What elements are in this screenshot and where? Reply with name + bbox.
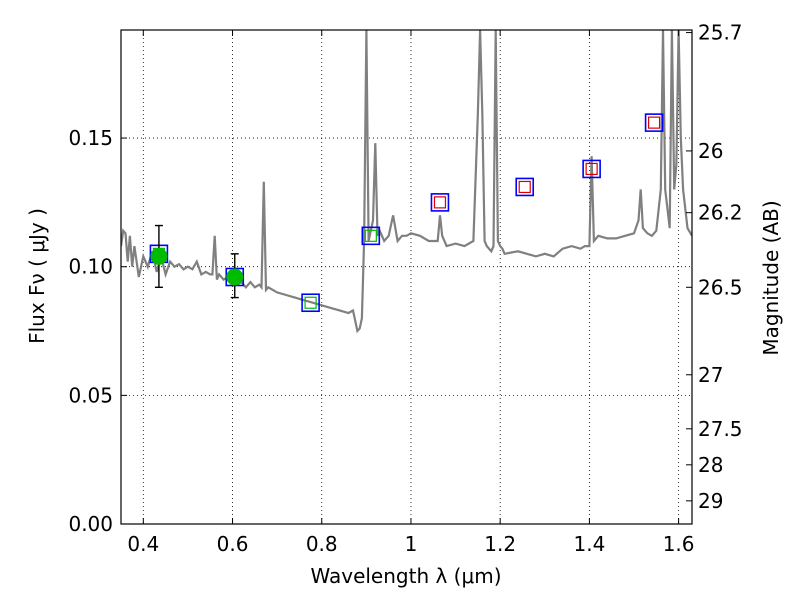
- y2-tick-label: 27.5: [698, 417, 743, 441]
- observed-point: [150, 247, 168, 265]
- model-point-outer: [430, 193, 450, 212]
- y2-axis: 25.7 26 26.2 26.5 27 27.5 28 29: [686, 21, 743, 513]
- y2-tick-label: 27: [698, 363, 723, 387]
- x-tick-label: 0.6: [217, 532, 249, 556]
- y-tick-label: 0.05: [68, 383, 113, 407]
- model-point-outer: [644, 113, 664, 132]
- x-tick-label: 1.2: [484, 532, 516, 556]
- x-tick-label: 1.4: [573, 532, 605, 556]
- y2-tick-label: 26.5: [698, 275, 743, 299]
- model-point-outer: [361, 226, 381, 246]
- y2-tick-label: 26: [698, 139, 723, 163]
- y-tick-label: 0.15: [68, 126, 113, 150]
- y2-tick-label: 26.2: [698, 201, 743, 225]
- y2-axis-title: Magnitude (AB): [759, 200, 783, 355]
- y-axis-title: Flux Fν ( μJy ): [25, 208, 49, 344]
- model-point-inner: [364, 229, 377, 242]
- x-axis-title: Wavelength λ (μm): [310, 564, 501, 588]
- model-point-outer: [515, 177, 535, 197]
- spectrum-line: [121, 30, 692, 334]
- observed-point: [226, 268, 244, 286]
- plot-frame: [120, 29, 693, 525]
- x-axis: 0.4 0.6 0.8 1 1.2 1.4 1.6: [127, 30, 695, 556]
- x-tick-label: 1: [405, 532, 418, 556]
- model-point-inner: [518, 180, 531, 194]
- model-point-inner: [433, 196, 447, 209]
- y-tick-label: 0.10: [68, 255, 113, 279]
- x-tick-label: 0.4: [127, 532, 159, 556]
- model-point-inner: [304, 296, 317, 309]
- y2-tick-label: 29: [698, 489, 723, 513]
- model-point-inner: [647, 116, 661, 129]
- spectrum-series: [121, 30, 692, 334]
- y-axis: 0.00 0.05 0.10 0.15: [68, 126, 127, 536]
- model-point-inner: [585, 162, 598, 176]
- x-tick-label: 0.8: [306, 532, 338, 556]
- y-tick-label: 0.00: [68, 512, 113, 536]
- grid: [121, 30, 692, 524]
- y2-tick-label: 28: [698, 453, 723, 477]
- model-point-outer: [582, 159, 601, 179]
- x-tick-label: 1.6: [663, 532, 695, 556]
- model-point-outer: [301, 293, 320, 313]
- y2-tick-label: 25.7: [698, 21, 743, 45]
- markers: [149, 113, 664, 313]
